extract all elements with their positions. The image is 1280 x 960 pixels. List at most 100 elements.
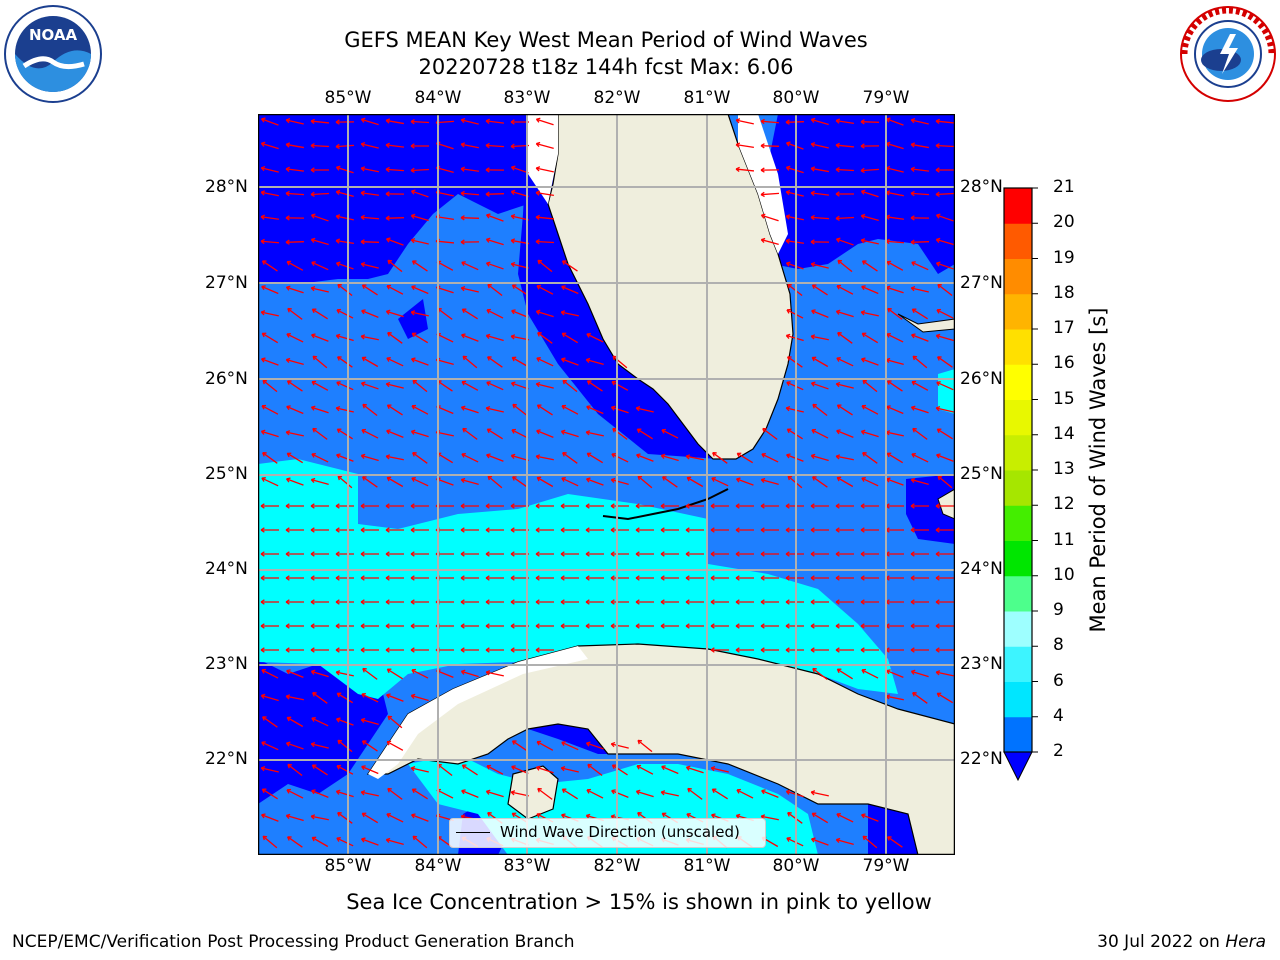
wind-wave-arrowhead xyxy=(486,428,492,434)
wind-wave-arrowhead xyxy=(810,190,815,196)
wind-wave-arrowhead xyxy=(360,190,365,196)
wind-wave-arrow xyxy=(462,764,478,776)
wind-wave-arrow xyxy=(461,261,479,271)
wind-wave-arrow xyxy=(311,790,329,798)
wind-wave-arrow xyxy=(287,308,303,320)
wind-wave-arrow xyxy=(886,431,904,437)
wind-wave-arrow xyxy=(285,192,305,196)
wind-wave-arrowhead xyxy=(912,355,918,361)
wind-wave-arrow xyxy=(910,168,930,172)
wind-wave-arrow xyxy=(762,428,778,440)
wind-wave-arrow xyxy=(261,694,279,702)
wind-wave-arrow xyxy=(336,692,354,704)
wind-wave-arrowhead xyxy=(786,837,791,842)
wind-wave-arrow xyxy=(861,332,879,344)
wind-wave-arrow xyxy=(437,763,453,777)
wind-wave-arrowhead xyxy=(460,503,465,509)
noaa-logo-text: NOAA xyxy=(29,26,78,44)
wind-wave-arrowhead xyxy=(812,667,817,673)
wind-wave-arrow xyxy=(637,475,653,489)
wind-wave-arrowhead xyxy=(536,357,541,362)
wind-wave-arrowhead xyxy=(860,143,865,149)
wind-wave-arrowhead xyxy=(535,141,541,148)
wind-wave-arrowhead xyxy=(760,213,766,219)
wind-wave-arrow xyxy=(810,192,830,196)
wind-wave-arrowhead xyxy=(787,475,793,481)
lon-label-top: 83°W xyxy=(503,88,551,108)
wind-wave-arrowhead xyxy=(837,332,842,337)
wind-wave-arrow xyxy=(337,812,353,824)
nws-logo xyxy=(1180,6,1276,102)
wind-wave-arrow xyxy=(410,120,430,124)
wind-wave-arrowhead xyxy=(310,575,315,581)
wind-wave-arrowhead xyxy=(536,429,541,435)
wind-wave-arrowhead xyxy=(635,406,641,412)
wind-wave-arrow xyxy=(612,764,628,776)
wind-wave-arrow xyxy=(387,668,403,680)
wind-wave-arrowhead xyxy=(686,812,691,818)
wind-wave-arrowhead xyxy=(460,575,465,581)
wind-wave-arrowhead xyxy=(860,623,865,629)
wind-wave-arrowhead xyxy=(510,453,516,459)
wind-wave-arrowhead xyxy=(860,429,866,435)
wind-wave-arrowhead xyxy=(361,428,367,434)
wind-wave-arrowhead xyxy=(510,599,515,605)
wind-wave-arrow xyxy=(511,190,529,198)
wind-wave-arrow xyxy=(811,310,829,318)
wind-wave-arrow xyxy=(411,332,429,344)
wind-wave-arrow xyxy=(361,812,379,824)
wind-wave-arrowhead xyxy=(535,190,541,196)
wind-wave-arrowhead xyxy=(735,599,740,605)
wind-wave-arrowhead xyxy=(587,763,592,769)
wind-wave-arrowhead xyxy=(785,551,790,557)
wind-wave-arrowhead xyxy=(635,575,640,581)
wind-wave-arrowhead xyxy=(560,766,566,772)
wind-wave-arrow xyxy=(412,452,428,464)
wind-wave-arrow xyxy=(935,144,955,148)
wind-wave-arrowhead xyxy=(910,286,916,292)
wind-wave-arrowhead xyxy=(260,310,266,316)
wind-wave-arrow xyxy=(487,283,503,297)
wind-wave-arrow xyxy=(486,238,504,246)
wind-wave-arrowhead xyxy=(710,766,716,772)
wind-wave-arrow xyxy=(337,475,353,489)
wind-wave-arrowhead xyxy=(535,575,540,581)
wind-wave-arrow xyxy=(887,380,903,392)
wind-wave-arrow xyxy=(310,192,330,196)
wind-wave-arrow xyxy=(836,455,854,461)
wind-wave-arrowhead xyxy=(286,405,291,411)
wind-wave-arrowhead xyxy=(810,239,815,245)
wind-wave-arrowhead xyxy=(861,813,866,819)
wind-wave-arrowhead xyxy=(811,428,817,434)
wind-wave-arrowhead xyxy=(310,814,316,820)
wind-wave-arrow xyxy=(760,120,780,124)
wind-wave-arrowhead xyxy=(286,452,292,458)
wind-wave-arrowhead xyxy=(360,261,366,268)
wind-wave-arrowhead xyxy=(810,334,816,340)
wind-wave-arrow xyxy=(412,835,428,849)
wind-wave-arrow xyxy=(260,216,280,220)
cyan-band-east xyxy=(938,369,955,414)
wind-wave-arrowhead xyxy=(910,405,916,411)
wind-wave-arrow xyxy=(637,428,653,440)
wind-wave-arrowhead xyxy=(585,357,591,364)
wind-wave-arrowhead xyxy=(511,309,516,315)
wind-wave-arrow xyxy=(836,839,854,845)
wind-wave-arrowhead xyxy=(636,764,642,770)
colorbar-tick-label: 16 xyxy=(1053,353,1075,374)
wind-wave-arrow xyxy=(562,452,578,464)
wind-wave-arrow xyxy=(311,836,329,848)
wind-wave-arrow xyxy=(937,475,953,489)
wind-wave-arrow xyxy=(537,788,553,800)
wind-wave-arrowhead xyxy=(936,453,941,459)
wind-wave-arrow xyxy=(937,356,953,368)
wind-wave-arrowhead xyxy=(535,527,540,533)
wind-wave-arrowhead xyxy=(785,575,790,581)
wind-wave-arrow xyxy=(311,815,329,821)
wind-wave-arrow xyxy=(486,765,504,775)
wind-wave-arrowhead xyxy=(810,503,815,509)
wind-wave-arrowhead xyxy=(886,669,891,675)
wind-wave-arrow xyxy=(836,383,854,389)
wind-wave-arrow xyxy=(436,431,454,437)
wind-wave-arrowhead xyxy=(637,812,642,817)
